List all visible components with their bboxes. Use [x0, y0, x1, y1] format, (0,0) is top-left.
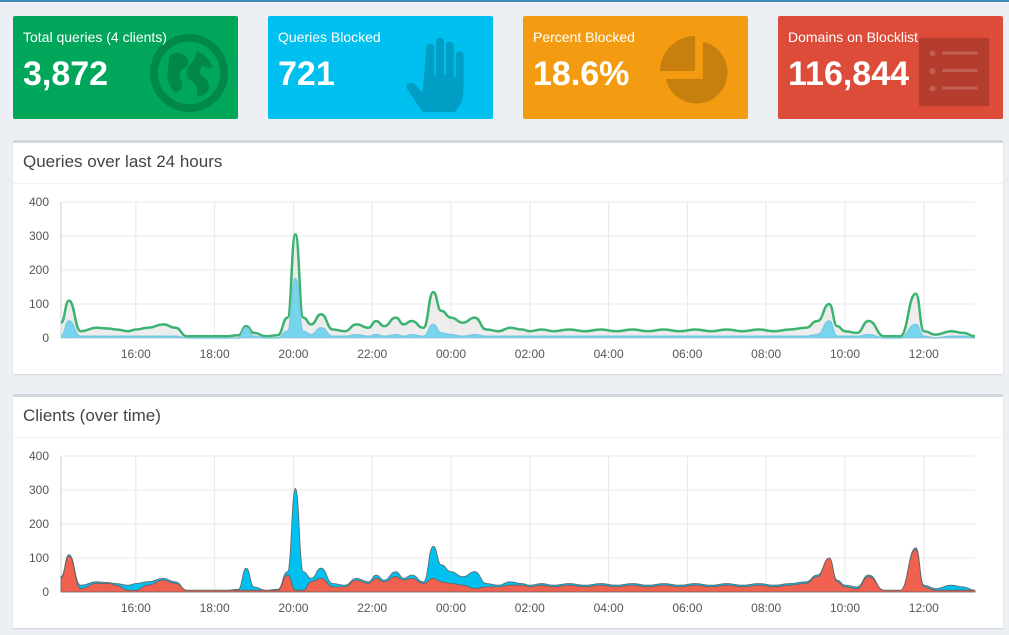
total-queries-box: Total queries (4 clients) 3,872	[13, 16, 238, 119]
pie-chart-icon	[660, 35, 728, 104]
queries-panel-title: Queries over last 24 hours	[13, 143, 1003, 184]
x-tick-label: 16:00	[121, 601, 151, 615]
x-tick-label: 08:00	[751, 347, 781, 361]
y-tick-label: 100	[29, 297, 49, 311]
client-series-0	[60, 549, 976, 593]
queries-blocked-value: 721	[278, 55, 335, 93]
y-tick-label: 200	[29, 517, 49, 531]
x-tick-label: 00:00	[436, 347, 466, 361]
series-area-0	[61, 234, 975, 338]
list-icon	[918, 37, 990, 107]
series-line-0	[60, 233, 976, 338]
y-tick-label: 0	[42, 331, 49, 345]
queries-blocked-box: Queries Blocked 721	[268, 16, 493, 119]
queries-blocked-label: Queries Blocked	[278, 29, 381, 45]
y-tick-label: 200	[29, 263, 49, 277]
percent-blocked-box: Percent Blocked 18.6%	[523, 16, 748, 119]
x-tick-label: 10:00	[830, 347, 860, 361]
x-tick-label: 04:00	[594, 347, 624, 361]
y-tick-label: 300	[29, 483, 49, 497]
x-tick-label: 02:00	[515, 347, 545, 361]
x-tick-label: 20:00	[278, 601, 308, 615]
top-border	[0, 0, 1009, 2]
y-tick-label: 400	[29, 195, 49, 209]
globe-icon	[150, 34, 228, 112]
client-series-1	[60, 487, 976, 591]
x-tick-label: 06:00	[672, 601, 702, 615]
x-tick-label: 22:00	[357, 347, 387, 361]
percent-blocked-value: 18.6%	[533, 55, 630, 93]
domains-blocklist-label: Domains on Blocklist	[788, 29, 918, 45]
percent-blocked-label: Percent Blocked	[533, 29, 635, 45]
x-tick-label: 20:00	[278, 347, 308, 361]
y-tick-label: 400	[29, 449, 49, 463]
clients-panel-title: Clients (over time)	[13, 397, 1003, 438]
domains-blocklist-value: 116,844	[788, 55, 910, 93]
x-tick-label: 08:00	[751, 601, 781, 615]
x-tick-label: 10:00	[830, 601, 860, 615]
x-tick-label: 16:00	[121, 347, 151, 361]
x-tick-label: 18:00	[200, 347, 230, 361]
x-tick-label: 00:00	[436, 601, 466, 615]
y-tick-label: 0	[42, 585, 49, 599]
x-tick-label: 06:00	[672, 347, 702, 361]
x-tick-label: 22:00	[357, 601, 387, 615]
series-line-1	[60, 277, 976, 339]
x-tick-label: 12:00	[909, 347, 939, 361]
x-tick-label: 12:00	[909, 601, 939, 615]
x-tick-label: 18:00	[200, 601, 230, 615]
x-tick-label: 02:00	[515, 601, 545, 615]
clients-chart: 0 100 200 300 400 16:00 18:00 20:00 22:00 00:00 02…	[29, 449, 976, 615]
domains-blocklist-box: Domains on Blocklist 116,844	[778, 16, 1003, 119]
queries-panel: Queries over last 24 hours 0 100 200 300 400…	[13, 140, 1003, 374]
y-tick-label: 100	[29, 551, 49, 565]
y-tick-label: 300	[29, 229, 49, 243]
total-queries-value: 3,872	[23, 55, 109, 93]
x-tick-label: 04:00	[594, 601, 624, 615]
clients-panel: Clients (over time) 0 100 200 300 400 16:00 18…	[13, 394, 1003, 628]
queries-chart: 0 100 200 300 400 16:00 18:00 20:00 22:00 00:00 02…	[29, 195, 976, 361]
hand-icon	[406, 37, 464, 112]
total-queries-label: Total queries (4 clients)	[23, 29, 167, 45]
